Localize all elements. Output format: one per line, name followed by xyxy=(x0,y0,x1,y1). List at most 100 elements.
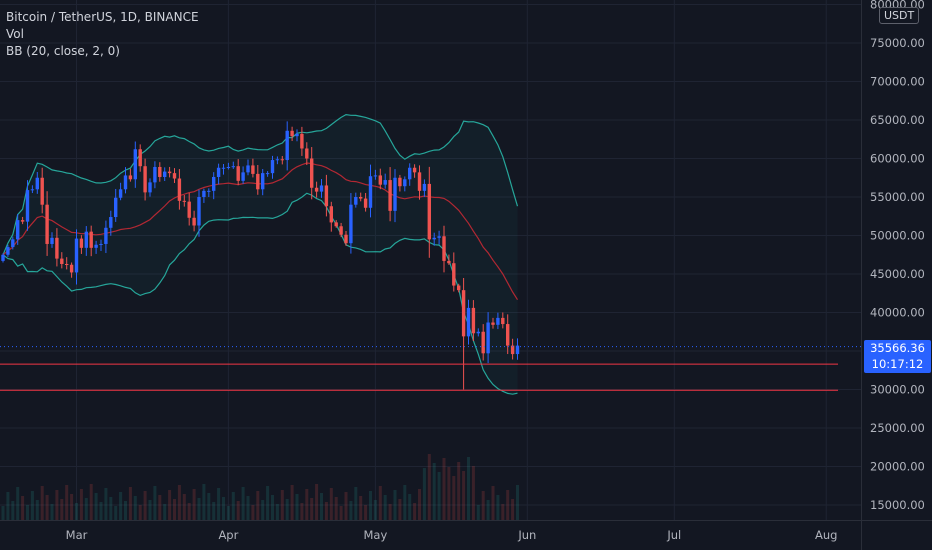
candle-body xyxy=(1,254,5,261)
volume-bar xyxy=(197,498,201,520)
volume-bar xyxy=(251,505,255,520)
candle-body xyxy=(118,189,123,198)
volume-bar xyxy=(222,497,225,520)
volume-bar xyxy=(324,502,328,520)
x-axis-tick-label: Aug xyxy=(815,528,837,542)
candle-body xyxy=(398,177,402,187)
currency-unit-badge[interactable]: USDT xyxy=(879,7,920,24)
volume-bar xyxy=(133,496,137,520)
volume-bar xyxy=(511,499,515,520)
volume-bar xyxy=(398,499,402,520)
candle-body xyxy=(280,159,284,161)
volume-bar xyxy=(75,503,78,520)
candle-body xyxy=(506,324,510,346)
candle-body xyxy=(373,175,378,177)
candle-body xyxy=(314,187,319,192)
candle-body xyxy=(486,322,490,354)
y-axis-tick-label: 65000.00 xyxy=(870,113,925,127)
candle-body xyxy=(30,189,35,191)
candle-body xyxy=(310,158,314,188)
volume-bar xyxy=(143,491,147,520)
candle-body xyxy=(432,237,436,240)
candle-body xyxy=(114,197,118,218)
x-axis-tick-label: Jun xyxy=(517,528,536,542)
volume-bar xyxy=(99,502,103,520)
candle-body xyxy=(197,197,201,226)
volume-bar xyxy=(418,489,421,520)
volume-bar xyxy=(271,495,274,520)
volume-bar xyxy=(393,490,397,520)
volume-bar xyxy=(344,492,348,520)
candle-body xyxy=(148,182,152,193)
candle-body xyxy=(270,160,275,174)
candle-body xyxy=(177,178,182,201)
candle-body xyxy=(300,133,304,149)
candle-body xyxy=(403,179,407,187)
volume-bar xyxy=(320,493,323,520)
candle-body xyxy=(452,263,456,286)
candle-body xyxy=(261,173,265,190)
candle-body xyxy=(231,166,235,168)
candle-body xyxy=(163,171,167,177)
candle-body xyxy=(236,166,240,181)
candle-body xyxy=(207,190,211,192)
candle-body xyxy=(359,197,363,199)
candle-body xyxy=(471,307,476,334)
volume-bar xyxy=(486,500,490,520)
candle-body xyxy=(246,165,250,173)
volume-bar xyxy=(447,467,451,520)
candle-body xyxy=(383,180,387,185)
volume-bar xyxy=(496,495,500,520)
y-axis-tick-label: 50000.00 xyxy=(870,229,925,243)
candle-body xyxy=(334,222,338,227)
volume-bar xyxy=(202,484,206,520)
candle-body xyxy=(133,149,137,180)
y-axis-tick-label: 30000.00 xyxy=(870,383,925,397)
bollinger-bands-label[interactable]: BB (20, close, 2, 0) xyxy=(6,44,120,58)
candle-body xyxy=(408,167,412,180)
volume-bar xyxy=(6,492,10,520)
candle-body xyxy=(412,167,417,173)
candle-body xyxy=(305,148,309,159)
candle-body xyxy=(388,180,392,211)
candle-body xyxy=(442,236,446,261)
symbol-title[interactable]: Bitcoin / TetherUS, 1D, BINANCE xyxy=(6,10,199,24)
candle-body xyxy=(496,317,500,325)
volume-bar xyxy=(462,471,466,520)
volume-bar xyxy=(40,486,44,520)
candle-body xyxy=(187,201,191,218)
candle-body xyxy=(20,220,25,222)
volume-bar xyxy=(339,506,343,520)
candle-body xyxy=(153,166,157,183)
volume-bar xyxy=(30,491,34,520)
candle-body xyxy=(79,238,84,248)
volume-bar xyxy=(21,496,25,520)
volume-bar xyxy=(65,485,69,520)
x-axis-tick-label: May xyxy=(364,528,388,542)
volume-bar xyxy=(378,486,382,520)
candle-body xyxy=(192,217,196,226)
volume-bar xyxy=(26,505,29,520)
volume-bar xyxy=(217,488,221,520)
volume-bar xyxy=(315,484,319,520)
volume-indicator-label[interactable]: Vol xyxy=(6,27,24,41)
candle-body xyxy=(422,183,427,191)
volume-bar xyxy=(177,485,181,520)
candle-body xyxy=(349,204,353,244)
y-axis-tick-label: 80000.00 xyxy=(870,0,925,12)
candle-body xyxy=(94,244,98,248)
candle-body xyxy=(354,197,358,205)
volume-bar xyxy=(280,490,284,520)
candle-body xyxy=(368,176,373,208)
candle-body xyxy=(275,159,280,161)
volume-bar xyxy=(182,494,186,520)
candle-body xyxy=(158,166,162,177)
volume-bar xyxy=(364,505,368,520)
candle-body xyxy=(510,345,515,355)
candle-body xyxy=(11,239,15,248)
volume-bar xyxy=(413,503,417,520)
volume-bar xyxy=(349,501,353,520)
candle-body xyxy=(25,190,30,222)
